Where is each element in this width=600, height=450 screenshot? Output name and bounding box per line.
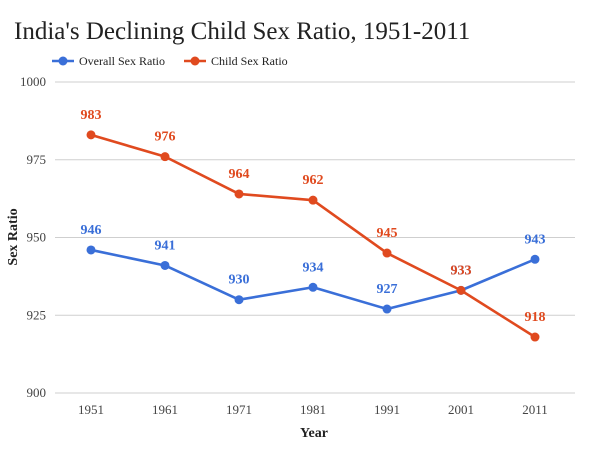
x-tick-label-1971: 1971: [226, 402, 252, 417]
y-tick-label-1000: 1000: [20, 74, 46, 89]
data-point-overall-1951[interactable]: [86, 245, 96, 255]
series-overall: 946 941 930 934 927 933 943: [81, 223, 546, 314]
data-label-child-1991: 945: [377, 226, 398, 241]
legend: Overall Sex Ratio Child Sex Ratio: [52, 54, 288, 68]
data-point-child-1951[interactable]: [86, 130, 96, 140]
data-label-child-1951: 983: [81, 108, 102, 123]
legend-item-overall[interactable]: Overall Sex Ratio: [52, 54, 165, 68]
series-line-child: [90, 133, 536, 339]
data-point-overall-1981[interactable]: [308, 282, 318, 292]
data-point-child-1961[interactable]: [160, 152, 170, 162]
x-tick-label-1991: 1991: [374, 402, 400, 417]
data-label-child-1981: 962: [303, 173, 324, 188]
x-tick-label-1961: 1961: [152, 402, 178, 417]
y-tick-label-975: 975: [27, 152, 47, 167]
data-point-overall-1971[interactable]: [234, 295, 244, 305]
legend-swatch-child-marker: [190, 56, 200, 66]
data-point-overall-2011[interactable]: [530, 254, 540, 264]
y-axis-title: Sex Ratio: [6, 208, 21, 265]
data-label-overall-1991: 927: [377, 282, 398, 297]
data-point-child-1981[interactable]: [308, 195, 318, 205]
y-tick-label-900: 900: [27, 385, 47, 400]
data-label-overall-1971: 930: [229, 273, 250, 288]
legend-item-child[interactable]: Child Sex Ratio: [184, 54, 288, 68]
data-point-overall-1991[interactable]: [382, 304, 392, 314]
data-label-child-2001: 933: [451, 263, 472, 278]
gridlines: [55, 81, 575, 394]
data-label-overall-2011: 943: [525, 232, 546, 247]
y-tick-label-925: 925: [27, 307, 47, 322]
x-tick-label-2001: 2001: [448, 402, 474, 417]
data-label-overall-1981: 934: [303, 260, 324, 275]
data-label-overall-1961: 941: [155, 238, 176, 253]
legend-label-overall: Overall Sex Ratio: [79, 54, 165, 68]
x-axis-title: Year: [300, 426, 328, 441]
data-label-child-1971: 964: [229, 167, 250, 182]
data-point-child-1971[interactable]: [234, 189, 244, 199]
data-point-child-1991[interactable]: [382, 248, 392, 258]
data-label-overall-1951: 946: [81, 223, 102, 238]
data-point-child-2011[interactable]: [530, 332, 540, 342]
data-label-child-1961: 976: [155, 130, 176, 145]
x-tick-label-2011: 2011: [522, 402, 548, 417]
data-point-overall-1961[interactable]: [160, 260, 170, 270]
legend-swatch-overall-marker: [58, 56, 68, 66]
chart-title: India's Declining Child Sex Ratio, 1951-…: [14, 18, 470, 45]
series-child: 983 976 964 962 945 933 918: [81, 108, 546, 342]
y-axis-ticks: 900 925 950 975 1000: [20, 74, 46, 400]
x-tick-label-1981: 1981: [300, 402, 326, 417]
data-point-child-2001[interactable]: [456, 285, 466, 295]
y-tick-label-950: 950: [27, 230, 47, 245]
data-label-overall-2001: 933: [451, 263, 472, 278]
x-axis-ticks: 1951 1961 1971 1981 1991 2001 2011: [78, 402, 548, 417]
series-line-overall: [90, 248, 536, 311]
data-label-child-2011: 918: [525, 310, 546, 325]
legend-label-child: Child Sex Ratio: [211, 54, 288, 68]
x-tick-label-1951: 1951: [78, 402, 104, 417]
